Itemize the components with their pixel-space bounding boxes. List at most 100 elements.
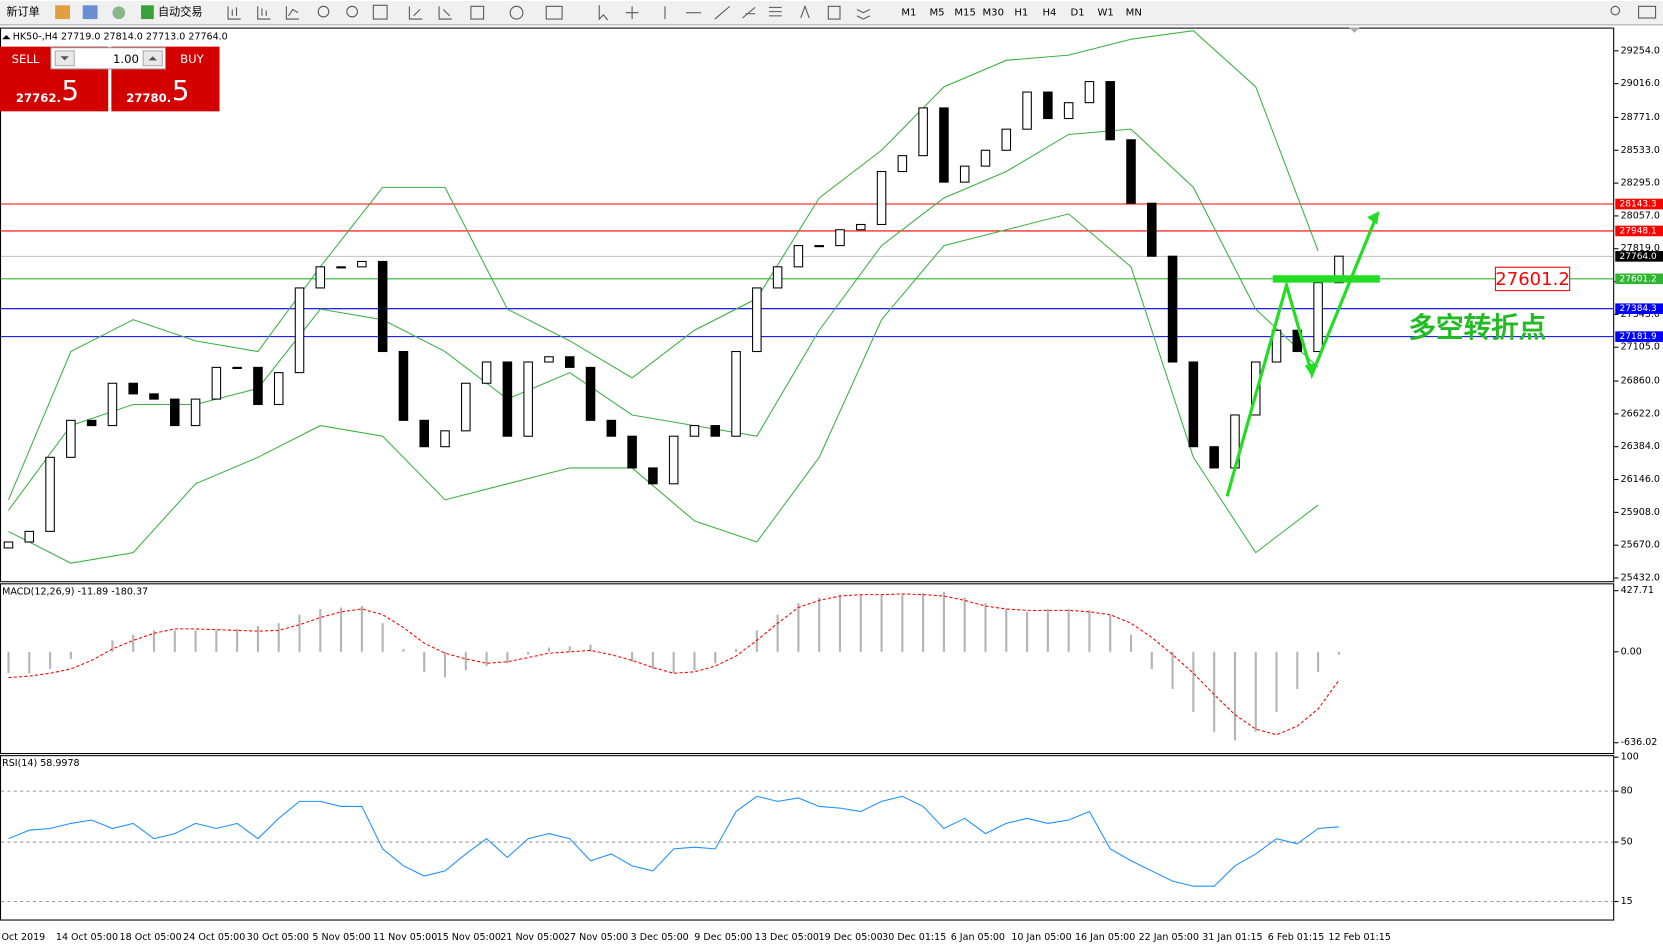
icon[interactable] (714, 5, 731, 20)
icon (148, 56, 157, 61)
icon[interactable] (346, 5, 358, 18)
timeframe-button[interactable]: D1 (1070, 8, 1084, 19)
timeframe-button[interactable]: H1 (1014, 8, 1028, 19)
icon[interactable] (625, 6, 639, 20)
macd-bar (360, 606, 363, 652)
candle (855, 223, 866, 231)
y-tick-label: 27105.0 (1621, 342, 1660, 353)
icon[interactable] (827, 5, 841, 20)
y-tick-label: 15 (1621, 896, 1633, 907)
sell-label[interactable]: SELL (12, 52, 40, 66)
x-tick-label: 6 Feb 01:15 (1268, 932, 1324, 943)
icon[interactable] (227, 6, 241, 20)
collapse-arrow (2, 34, 11, 40)
y-tick-label: 29254.0 (1621, 45, 1660, 56)
macd-bar (797, 603, 800, 652)
auto-trading-icon[interactable] (141, 5, 154, 20)
candle (440, 430, 450, 448)
timeframe-button[interactable]: M15 (954, 8, 976, 19)
new-order-button[interactable]: 新订单 (6, 5, 39, 19)
candle (793, 245, 804, 268)
icon[interactable] (285, 6, 300, 20)
icon[interactable] (856, 9, 870, 20)
icon[interactable] (55, 5, 70, 20)
icon[interactable] (317, 5, 330, 18)
macd-bar (1296, 651, 1299, 689)
one-click-trading: SELL BUY 1.00 27762. 5 27780. 5 (0, 46, 220, 112)
icon[interactable] (1638, 5, 1657, 19)
icon[interactable] (598, 5, 609, 21)
auto-trading-button[interactable]: 自动交易 (158, 5, 203, 19)
icon[interactable] (742, 6, 756, 19)
arrowhead (1304, 363, 1316, 377)
macd-bar (319, 608, 322, 652)
x-tick-label: 9 Dec 05:00 (694, 932, 752, 943)
lot-field[interactable] (50, 47, 166, 70)
candle (461, 382, 471, 432)
arrow-path (1225, 217, 1378, 497)
candle (772, 266, 783, 289)
icon[interactable] (257, 6, 271, 20)
candle (1063, 102, 1074, 120)
macd-bar (589, 644, 592, 652)
macd-bar (28, 651, 31, 674)
price-level-label: 27384.3 (1620, 304, 1657, 314)
timeframe-button[interactable]: MN (1126, 8, 1142, 19)
macd-bar (1254, 651, 1257, 732)
icon[interactable] (470, 5, 485, 20)
macd-panel (0, 583, 1615, 755)
icon[interactable] (408, 6, 423, 20)
price-callout-text: 27601.2 (1495, 269, 1570, 290)
icon[interactable] (82, 5, 98, 20)
y-tick-label: 25908.0 (1621, 507, 1660, 518)
candle (731, 350, 741, 437)
icon (60, 56, 69, 61)
x-tick-label: 12 Feb 01:15 (1328, 932, 1391, 943)
macd-bar (734, 648, 738, 652)
y-tick-label: 427.71 (1621, 585, 1654, 596)
timeframe-button[interactable]: H4 (1042, 8, 1056, 19)
price-level-tag (1615, 273, 1663, 285)
macd-bar (1046, 608, 1049, 652)
candle (1271, 329, 1282, 363)
macd-bar (880, 594, 883, 652)
timeframe-button[interactable]: M1 (901, 8, 916, 19)
buy-price: 27780. (126, 91, 171, 105)
x-tick-label: 30 Oct 05:00 (247, 932, 309, 943)
icon[interactable] (509, 5, 524, 20)
bollinger-upper (7, 30, 1319, 501)
lot-value[interactable]: 1.00 (113, 52, 139, 66)
icon[interactable] (112, 6, 126, 20)
x-tick-label: 24 Oct 05:00 (183, 932, 245, 943)
bollinger-lower (8, 213, 1319, 564)
timeframe-button[interactable]: M5 (929, 8, 944, 19)
timeframe-button[interactable]: W1 (1097, 8, 1113, 19)
icon[interactable] (800, 4, 810, 19)
symbol-header: HK50-,H4 27719.0 27814.0 27713.0 27764.0 (13, 32, 228, 43)
macd-bar (1275, 651, 1278, 712)
macd-bar (381, 623, 384, 652)
indicator-title: MACD(12,26,9) -11.89 -180.37 (2, 586, 148, 597)
icon[interactable] (372, 4, 388, 20)
y-tick-label: 28771.0 (1621, 112, 1660, 123)
macd-bar (1171, 651, 1174, 689)
macd-bar (859, 594, 862, 652)
toolbar (0, 1, 1663, 25)
icon[interactable] (438, 6, 452, 20)
icon[interactable] (768, 6, 782, 17)
timeframe-button[interactable]: M30 (982, 8, 1004, 19)
x-tick-label: 14 Oct 05:00 (56, 932, 118, 943)
macd-bar (1317, 651, 1320, 672)
candle (544, 356, 554, 363)
macd-bar (48, 651, 52, 669)
macd-bar (1192, 651, 1195, 712)
macd-bar (755, 630, 758, 652)
candle (419, 419, 430, 448)
buy-label[interactable]: BUY (180, 52, 205, 66)
icon[interactable] (545, 5, 563, 20)
price-level-label: 28143.3 (1620, 200, 1657, 210)
macd-bar (838, 594, 842, 652)
macd-bar (942, 591, 945, 652)
macd-bar (152, 630, 156, 652)
search-icon[interactable] (1610, 5, 1621, 16)
